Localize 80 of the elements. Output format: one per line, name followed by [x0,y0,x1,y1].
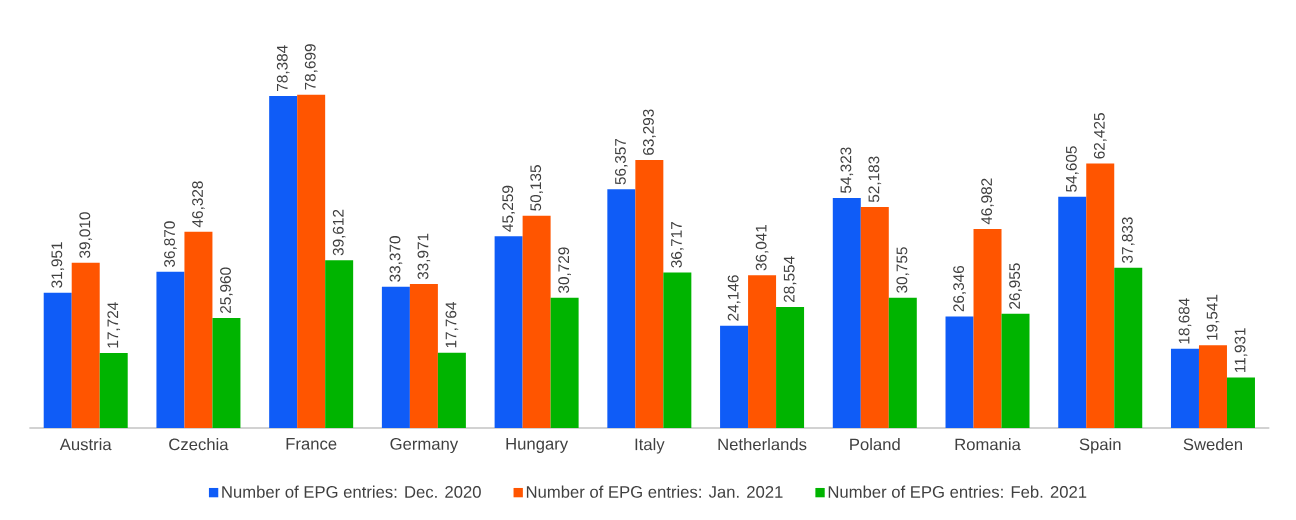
data-label: 50,135 [530,165,543,211]
data-label: 26,955 [1009,263,1022,309]
x-tick-label: Poland [850,438,900,451]
bar [1170,348,1199,428]
data-label: 30,755 [896,247,910,293]
x-tick-label: Romania [955,438,1021,451]
bar [71,262,100,428]
x-tick-label: Sweden [1183,438,1242,451]
data-label: 39,010 [79,212,93,258]
bar [1226,377,1255,428]
bar [99,352,128,428]
bar [381,286,410,428]
bar [635,159,664,428]
x-tick-label: Hungary [506,438,569,453]
bar [945,316,974,428]
data-label: 30,729 [558,247,571,293]
bar [973,228,1002,428]
data-label: 31,951 [51,242,65,288]
legend-label: Number of EPG entries: Jan. 2021 [526,485,783,498]
data-label: 24,146 [727,275,741,321]
data-label: 19,541 [1206,294,1220,340]
legend-label: Number of EPG entries: Feb. 2021 [828,485,1087,498]
data-label: 17,724 [107,302,121,348]
x-tick-label: Italy [635,438,665,454]
bar [1001,313,1030,428]
bar [860,206,889,428]
bar [409,284,438,428]
bar [720,325,749,428]
bar [522,215,551,428]
legend-label: Number of EPG entries: Dec. 2020 [222,485,481,498]
bar [832,197,861,428]
x-tick-label: Austria [59,438,112,451]
data-label: 62,425 [1093,113,1107,159]
bar [297,94,326,428]
data-label: 36,041 [755,224,769,271]
data-label: 26,346 [953,265,966,312]
x-tick-label: Spain [1079,438,1121,454]
bar [437,352,466,428]
x-tick-label: Netherlands [718,438,807,451]
data-label: 78,699 [304,44,318,90]
x-tick-label: France [286,438,337,450]
bar [184,231,213,428]
data-label: 39,612 [332,209,346,256]
data-label: 46,982 [981,178,994,225]
bar [663,272,692,428]
bar [1114,267,1143,428]
bar [269,95,298,428]
bar [888,297,917,428]
data-label: 46,328 [192,181,205,228]
data-label: 33,971 [417,233,431,280]
data-label: 11,931 [1234,328,1248,373]
bar [212,318,241,428]
data-label: 17,764 [445,302,459,348]
bar [494,236,523,428]
data-label: 63,293 [643,109,656,155]
data-label: 33,370 [389,236,403,282]
bar [776,307,805,428]
bar [1086,163,1115,428]
bar [1058,196,1087,428]
data-label: 78,384 [276,45,290,91]
bar [607,189,636,428]
bar [748,275,777,428]
data-label: 45,259 [502,185,515,232]
data-label: 52,183 [868,156,882,203]
data-label: 28,554 [783,256,797,302]
x-tick-label: Czechia [169,438,229,451]
x-tick-label: Germany [390,438,459,454]
data-label: 36,717 [671,222,684,268]
data-label: 54,605 [1065,146,1079,192]
bar [550,297,579,428]
data-label: 54,323 [840,147,854,194]
bar [43,292,72,428]
bar [1198,345,1227,428]
data-label: 25,960 [220,267,233,313]
data-label: 37,833 [1121,217,1135,263]
bar [156,271,185,428]
data-label: 18,684 [1178,298,1192,344]
data-label: 36,870 [164,221,177,267]
data-label: 56,357 [615,138,628,185]
bar [325,260,354,428]
